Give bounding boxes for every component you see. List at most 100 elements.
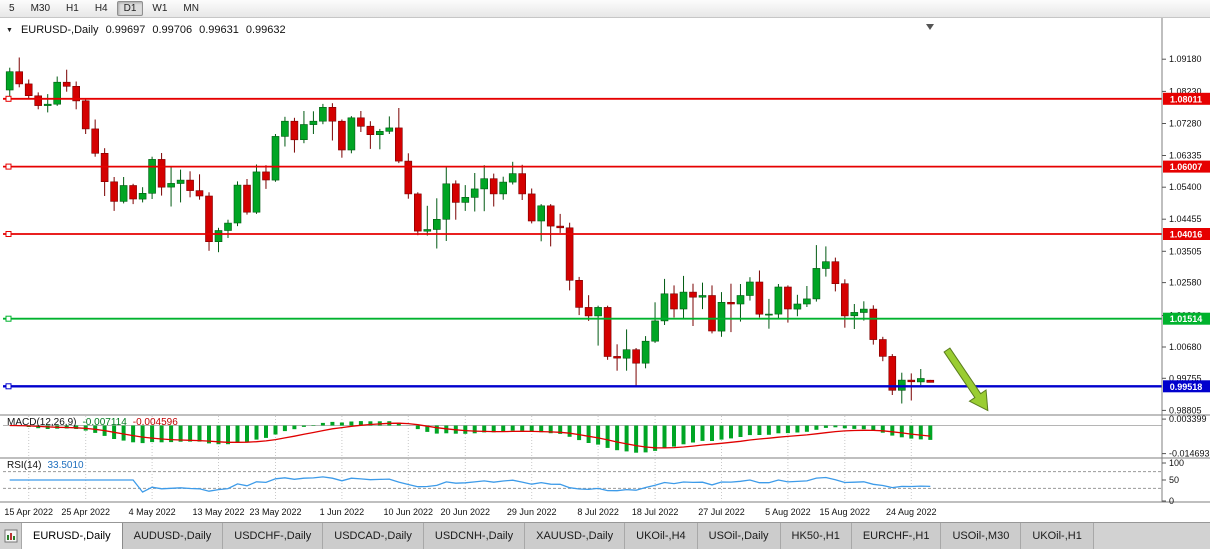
timeframe-button-h4[interactable]: H4 (94, 3, 108, 14)
candle (186, 179, 194, 191)
candle (480, 178, 489, 190)
price-axis-label: 1.09180 (1169, 54, 1202, 64)
candle (138, 193, 147, 200)
ohlc-close: 0.99632 (245, 24, 286, 36)
symbol-tab[interactable]: EURUSD-,Daily (22, 523, 123, 549)
candle (527, 193, 536, 222)
line-handle[interactable] (5, 315, 12, 322)
timeframe-button-h1[interactable]: H1 (66, 3, 79, 14)
price-axis-label: 1.07280 (1169, 119, 1202, 129)
chart-symbol-title: EURUSD-,Daily (20, 24, 99, 36)
symbol-dropdown-icon[interactable]: ▼ (6, 26, 13, 34)
symbol-tab[interactable]: USDCAD-,Daily (323, 523, 424, 549)
symbol-tab[interactable]: USOil-,M30 (941, 523, 1022, 549)
symbol-tab[interactable]: USDCHF-,Daily (223, 523, 324, 549)
date-axis-label: 25 Apr 2022 (61, 507, 110, 517)
candle (15, 71, 23, 85)
candle (755, 281, 764, 315)
ohlc-header: ▼ EURUSD-,Daily 0.99697 0.99706 0.99631 … (6, 24, 286, 36)
candle (24, 83, 33, 97)
symbol-tab[interactable]: XAUUSD-,Daily (525, 523, 626, 549)
ohlc-high: 0.99706 (152, 24, 193, 36)
macd-histogram (17, 421, 933, 453)
date-axis-label: 8 Jul 2022 (577, 507, 619, 517)
rsi-indicator-label: RSI(14) 33.5010 (7, 460, 84, 471)
candle (556, 225, 565, 229)
candle (214, 230, 223, 242)
symbol-tab[interactable]: AUDUSD-,Daily (122, 523, 224, 549)
candle (869, 308, 878, 340)
candle (565, 227, 574, 281)
candle (793, 303, 802, 310)
date-axis-label: 24 Aug 2022 (886, 507, 937, 517)
date-axis-label: 4 May 2022 (129, 507, 176, 517)
candle (53, 81, 62, 105)
timeframe-toolbar: 5 M30 H1 H4 D1 W1 MN (0, 0, 1210, 18)
symbol-tab[interactable]: UKOil-,H4 (625, 523, 698, 549)
price-axis-label: 1.02580 (1169, 278, 1202, 288)
candle (888, 356, 897, 391)
chart-shift-marker[interactable] (926, 24, 934, 30)
symbol-tab[interactable]: HK50-,H1 (780, 523, 852, 549)
timeframe-button-m30[interactable]: M30 (30, 3, 51, 14)
candle (62, 81, 71, 87)
macd-indicator-label: MACD(12,26,9) -0.007114 -0.004596 (7, 417, 178, 428)
candle (470, 188, 479, 198)
candle (34, 95, 43, 106)
price-axis-label: 1.08230 (1169, 86, 1202, 96)
candle (546, 205, 555, 227)
symbol-tab[interactable]: UKOil-,H1 (1021, 523, 1094, 549)
candle (660, 293, 669, 322)
macd-name: MACD(12,26,9) (7, 417, 77, 428)
candle (708, 295, 716, 332)
rsi-axis-label: 50 (1169, 475, 1179, 485)
candle (594, 307, 602, 317)
candle (850, 312, 859, 317)
line-handle[interactable] (5, 95, 12, 102)
symbol-tab[interactable]: USDCNH-,Daily (423, 523, 526, 549)
timeframe-button-m15[interactable]: 5 (9, 3, 15, 14)
date-axis-label: 23 May 2022 (249, 507, 301, 517)
candle (129, 185, 137, 200)
candle (632, 349, 640, 364)
candles-layer (5, 57, 935, 404)
chart-surface[interactable]: 1.09180 1.08230 1.07280 1.06335 1.05400 1.044… (0, 18, 1210, 522)
symbol-tab[interactable]: USOil-,Daily (697, 523, 781, 549)
candle (717, 301, 726, 332)
timeframe-button-d1[interactable]: D1 (116, 1, 144, 16)
date-axis-label: 27 Jul 2022 (698, 507, 745, 517)
candle (499, 181, 508, 195)
price-axis-label: 1.06335 (1169, 151, 1202, 161)
candle (81, 100, 90, 130)
candle (375, 131, 384, 136)
candle (603, 307, 612, 357)
candle (489, 178, 498, 195)
timeframe-button-mn[interactable]: MN (183, 3, 199, 14)
price-tag (1163, 228, 1210, 240)
date-axis-label: 18 Jul 2022 (632, 507, 679, 517)
candle (670, 293, 678, 310)
price-axis[interactable] (1162, 18, 1210, 502)
price-tag-label: 1.08011 (1170, 94, 1202, 104)
line-handle[interactable] (5, 231, 12, 237)
symbol-tab[interactable]: EURCHF-,H1 (851, 523, 942, 549)
chart-background (0, 18, 1210, 522)
chart-icon (0, 523, 22, 549)
candle (746, 281, 754, 296)
line-handle[interactable] (5, 383, 12, 390)
candle (698, 295, 707, 298)
timeframe-button-w1[interactable]: W1 (152, 3, 168, 14)
candle (119, 185, 128, 202)
symbol-tabbar: EURUSD-,Daily AUDUSD-,Daily USDCHF-,Daily U… (0, 522, 1210, 549)
candle (224, 222, 232, 231)
candle (195, 190, 204, 197)
candle (613, 356, 621, 359)
candle (907, 379, 916, 383)
candle (641, 340, 650, 364)
line-handle[interactable] (5, 163, 12, 170)
candle (651, 320, 659, 342)
time-axis[interactable] (0, 502, 1162, 522)
trend-arrow[interactable] (939, 344, 996, 416)
candle (271, 136, 280, 181)
rsi-axis-label: 100 (1169, 458, 1184, 468)
